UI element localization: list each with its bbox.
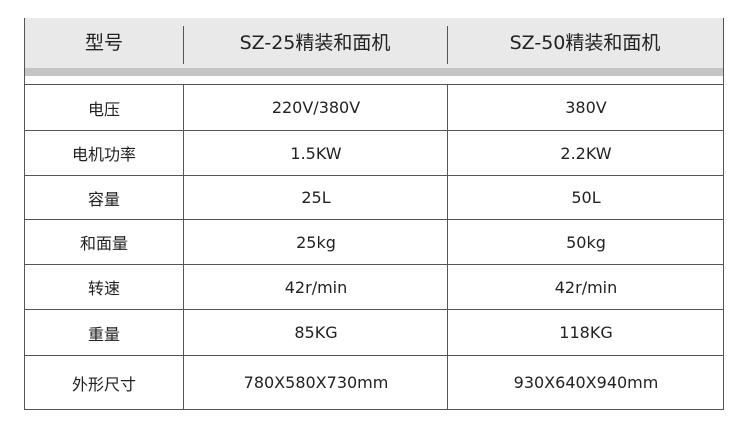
row-label: 和面量 (79, 234, 128, 253)
row-value: 780X580X730mm (183, 356, 448, 409)
row-value: 118KG (447, 310, 724, 355)
row-value: 220V/380V (183, 85, 448, 130)
table-row: 电压 220V/380V 380V (25, 84, 723, 130)
header-separator (25, 68, 723, 76)
header-divider (183, 26, 184, 64)
table-row: 电机功率 1.5KW 2.2KW (25, 130, 723, 175)
row-value: 42r/min (183, 265, 448, 309)
row-value: 2.2KW (447, 131, 724, 175)
header-divider (447, 26, 448, 64)
row-label: 电压 (87, 99, 120, 119)
table-row: 容量 25L 50L (25, 175, 723, 219)
row-label: 电机功率 (71, 145, 136, 164)
row-label: 外形尺寸 (71, 374, 136, 394)
table-row: 和面量 25kg 50kg (25, 219, 723, 264)
row-value: 930X640X940mm (447, 356, 724, 409)
header-model: 型号 (84, 32, 123, 54)
header-sz50: SZ-50精装和面机 (509, 32, 661, 54)
row-label: 重量 (87, 324, 120, 344)
table-header: 型号 SZ-25精装和面机 SZ-50精装和面机 (25, 18, 723, 68)
table-bottom-border (25, 409, 723, 410)
row-label: 转速 (87, 279, 120, 298)
row-value: 42r/min (447, 265, 724, 309)
row-value: 380V (447, 85, 724, 130)
row-value: 50L (447, 176, 724, 219)
table-row: 重量 85KG 118KG (25, 309, 723, 355)
row-value: 50kg (447, 220, 724, 264)
row-label: 容量 (87, 189, 120, 209)
table-row: 转速 42r/min 42r/min (25, 264, 723, 309)
table-row: 外形尺寸 780X580X730mm 930X640X940mm (25, 355, 723, 409)
row-value: 85KG (183, 310, 448, 355)
row-value: 25kg (183, 220, 448, 264)
spec-table: 型号 SZ-25精装和面机 SZ-50精装和面机 电压 220V/380V 380V… (24, 18, 724, 410)
row-value: 1.5KW (183, 131, 448, 175)
header-sz25: SZ-25精装和面机 (239, 32, 391, 54)
row-value: 25L (183, 176, 448, 219)
